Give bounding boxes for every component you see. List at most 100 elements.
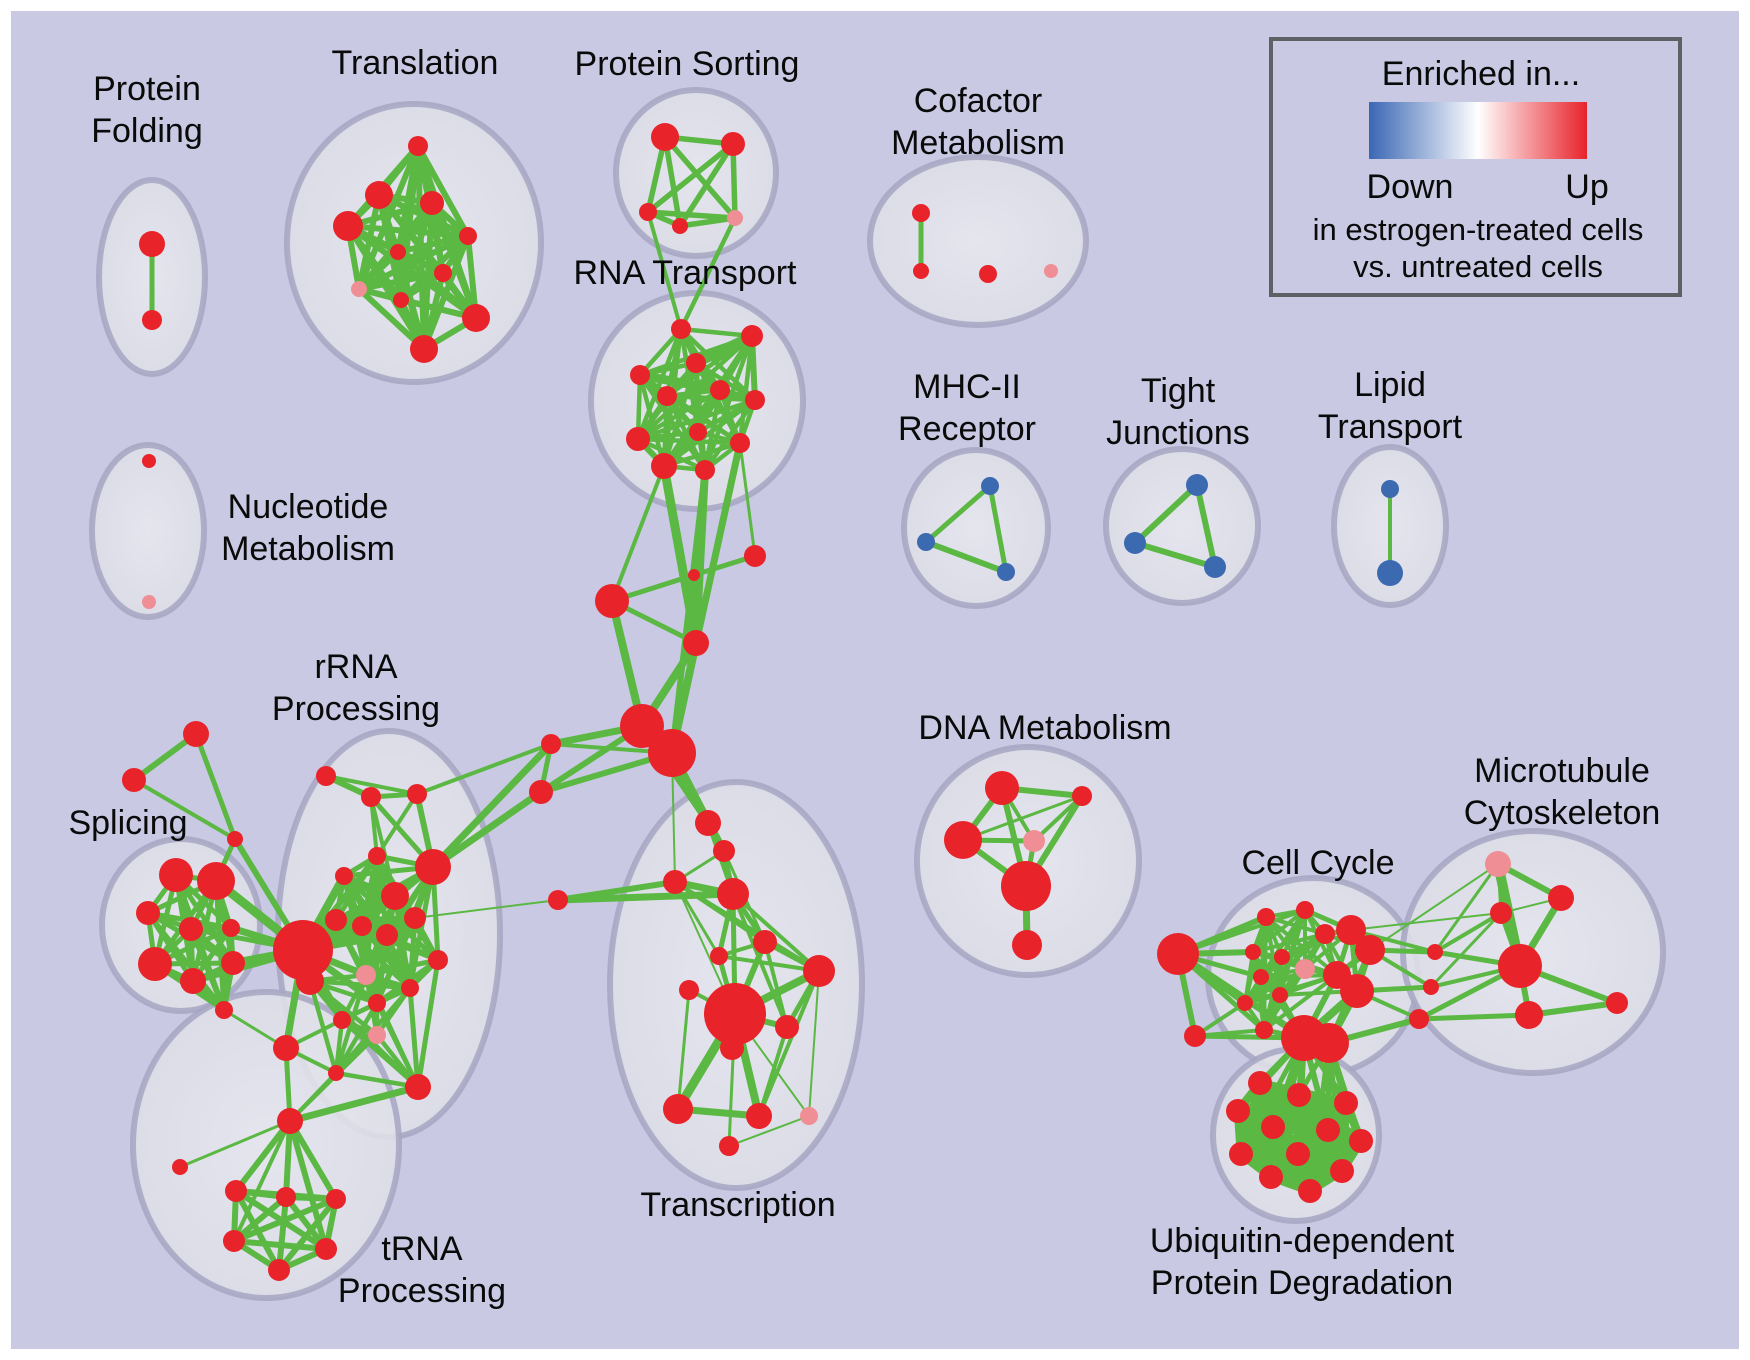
node-cl1 [541, 734, 561, 754]
node-t9 [393, 292, 409, 308]
edge-s1-s8 [173, 873, 236, 965]
node-u1 [1248, 1071, 1272, 1095]
edge-rr19-rrhub2 [307, 980, 339, 1074]
node-t5 [459, 227, 477, 245]
edge-ps3-r1 [646, 211, 683, 330]
edge-cl2-rr6 [431, 789, 543, 870]
edge-d2-d3 [962, 794, 1083, 842]
node-mh3 [997, 563, 1015, 581]
edge-ps2-ps5 [730, 143, 738, 219]
edge-cb2-mt3 [1429, 911, 1503, 989]
node-cf2 [913, 263, 929, 279]
node-t2 [365, 181, 393, 209]
edge-r8-r12 [637, 436, 706, 473]
edge-cc12-mt1 [1369, 863, 1499, 951]
node-rrhub [273, 920, 333, 980]
node-cc8 [1237, 995, 1253, 1011]
cluster-label-rna-transport: RNA Transport [574, 254, 798, 292]
node-u6 [1316, 1118, 1340, 1142]
edge-r11-ch3 [610, 465, 666, 602]
cluster-label-nucleotide-metabolism: Nucleotide Metabolism [221, 488, 395, 568]
edge-rrh3-tr1 [233, 1119, 293, 1193]
edge-st1-st3 [193, 733, 238, 840]
edge-rr8-cs [414, 899, 559, 919]
legend-down-label: Down [1367, 168, 1454, 206]
node-mh1 [981, 477, 999, 495]
node-u5 [1261, 1115, 1285, 1139]
edge-mh2-mh3 [924, 539, 1008, 575]
node-cl2 [529, 780, 553, 804]
edge-tr4-tr5 [233, 1238, 327, 1252]
node-s1 [159, 858, 193, 892]
node-t6 [390, 244, 406, 260]
edge-xo-xn [728, 1115, 810, 1147]
edge-rr20-rr12 [415, 959, 441, 1088]
edge-ps5-r1 [678, 217, 738, 330]
node-xe [710, 947, 728, 965]
edge-cchubL-cc2 [1177, 908, 1306, 956]
edge-tr3-tr6 [276, 1197, 339, 1272]
edge-xd-xg [731, 892, 821, 973]
edge-rr1-rr3 [325, 774, 418, 796]
node-ch1 [688, 569, 700, 581]
node-rr8 [404, 907, 426, 929]
node-hub1 [620, 704, 664, 748]
node-rr1 [316, 766, 336, 786]
node-tj3 [1204, 556, 1226, 578]
node-pf1 [139, 231, 165, 257]
edge-rrh3-tr5 [287, 1120, 329, 1250]
nodes [122, 123, 1628, 1281]
edge-ps4-ps5 [679, 215, 736, 229]
edge-rr14-rrhub2 [309, 978, 411, 991]
node-mh2 [917, 533, 935, 551]
node-rr14 [401, 979, 419, 997]
node-ch4 [683, 630, 709, 656]
edge-cb3-mt5 [1418, 1012, 1530, 1022]
node-cf1 [912, 204, 930, 222]
edge-cl1-rr6 [430, 741, 554, 870]
node-mt3 [1490, 902, 1512, 924]
edge-t4-t5 [347, 223, 469, 239]
node-rr12 [428, 950, 448, 970]
node-lp1 [1381, 480, 1399, 498]
edge-rr19-rr20 [335, 1070, 419, 1090]
node-u12 [1298, 1179, 1322, 1203]
edge-xe-xg [718, 954, 820, 973]
node-xn [800, 1107, 818, 1125]
edge-r4-r12 [638, 373, 707, 472]
node-u7 [1229, 1142, 1253, 1166]
node-rrh3 [277, 1108, 303, 1134]
edge-cl1-rr3 [416, 742, 552, 796]
node-rr10 [352, 916, 372, 936]
edge-tj1-tj2 [1132, 482, 1200, 546]
node-cc14 [1340, 974, 1374, 1008]
node-trs [172, 1159, 188, 1175]
node-rrhub2 [296, 967, 324, 995]
node-mt1 [1485, 851, 1511, 877]
node-xg [803, 955, 835, 987]
edge-cs-xd [557, 890, 734, 904]
node-tj1 [1186, 474, 1208, 496]
edge-cc2-cc3 [1251, 908, 1307, 954]
node-rr5 [335, 867, 353, 885]
edge-t6-t8 [356, 249, 401, 292]
node-cc10 [1315, 924, 1335, 944]
edge-tj1-tj3 [1194, 484, 1218, 568]
node-d4 [1023, 830, 1045, 852]
node-tr6 [268, 1259, 290, 1281]
node-s2 [197, 862, 235, 900]
node-st3 [227, 831, 243, 847]
node-tr5 [315, 1238, 337, 1260]
node-d5 [1001, 861, 1051, 911]
node-s6 [138, 947, 172, 981]
cluster-label-protein-folding: Protein Folding [91, 70, 203, 150]
legend: Enriched in... Down Up in estrogen-treated … [1269, 37, 1682, 297]
node-tr2 [276, 1187, 296, 1207]
node-u4 [1334, 1091, 1358, 1115]
cluster-label-splicing: Splicing [68, 804, 187, 842]
edge-ccb2-u12 [1307, 1042, 1332, 1192]
node-r6 [710, 380, 730, 400]
edge-r4-r6 [639, 370, 721, 395]
edge-tr2-tr4 [232, 1194, 288, 1244]
